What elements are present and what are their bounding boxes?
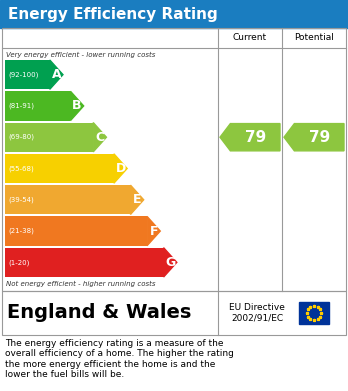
Text: EU Directive
2002/91/EC: EU Directive 2002/91/EC xyxy=(229,303,285,323)
Text: (81-91): (81-91) xyxy=(8,103,34,109)
Polygon shape xyxy=(71,91,84,120)
Text: Current: Current xyxy=(233,34,267,43)
Text: (92-100): (92-100) xyxy=(8,72,38,78)
Polygon shape xyxy=(164,248,177,277)
Text: England & Wales: England & Wales xyxy=(7,303,191,323)
Text: Not energy efficient - higher running costs: Not energy efficient - higher running co… xyxy=(6,281,156,287)
Polygon shape xyxy=(93,122,106,152)
Text: 79: 79 xyxy=(245,130,266,145)
Bar xyxy=(2,28,346,291)
Bar xyxy=(5,185,130,214)
Bar xyxy=(5,91,71,120)
Text: G: G xyxy=(165,256,175,269)
Polygon shape xyxy=(130,185,144,214)
Text: D: D xyxy=(116,162,126,175)
Text: (55-68): (55-68) xyxy=(8,165,34,172)
Bar xyxy=(5,217,147,246)
Bar xyxy=(5,122,93,152)
Bar xyxy=(2,291,346,335)
Text: (1-20): (1-20) xyxy=(8,259,29,265)
Text: Energy Efficiency Rating: Energy Efficiency Rating xyxy=(8,7,218,22)
Bar xyxy=(5,60,50,89)
Text: Potential: Potential xyxy=(294,34,334,43)
Text: F: F xyxy=(149,224,158,238)
Text: (21-38): (21-38) xyxy=(8,228,34,234)
Bar xyxy=(5,154,114,183)
Text: A: A xyxy=(52,68,61,81)
Text: (69-80): (69-80) xyxy=(8,134,34,140)
Polygon shape xyxy=(284,124,344,151)
Text: 79: 79 xyxy=(309,130,330,145)
Text: E: E xyxy=(133,193,141,206)
Bar xyxy=(5,248,164,277)
Text: B: B xyxy=(72,99,82,113)
Text: C: C xyxy=(95,131,104,144)
Bar xyxy=(299,302,329,324)
Bar xyxy=(0,0,348,28)
Polygon shape xyxy=(50,60,63,89)
Polygon shape xyxy=(147,217,160,246)
Text: The energy efficiency rating is a measure of the
overall efficiency of a home. T: The energy efficiency rating is a measur… xyxy=(5,339,234,379)
Text: Very energy efficient - lower running costs: Very energy efficient - lower running co… xyxy=(6,52,155,58)
Polygon shape xyxy=(114,154,127,183)
Text: (39-54): (39-54) xyxy=(8,197,34,203)
Polygon shape xyxy=(220,124,280,151)
